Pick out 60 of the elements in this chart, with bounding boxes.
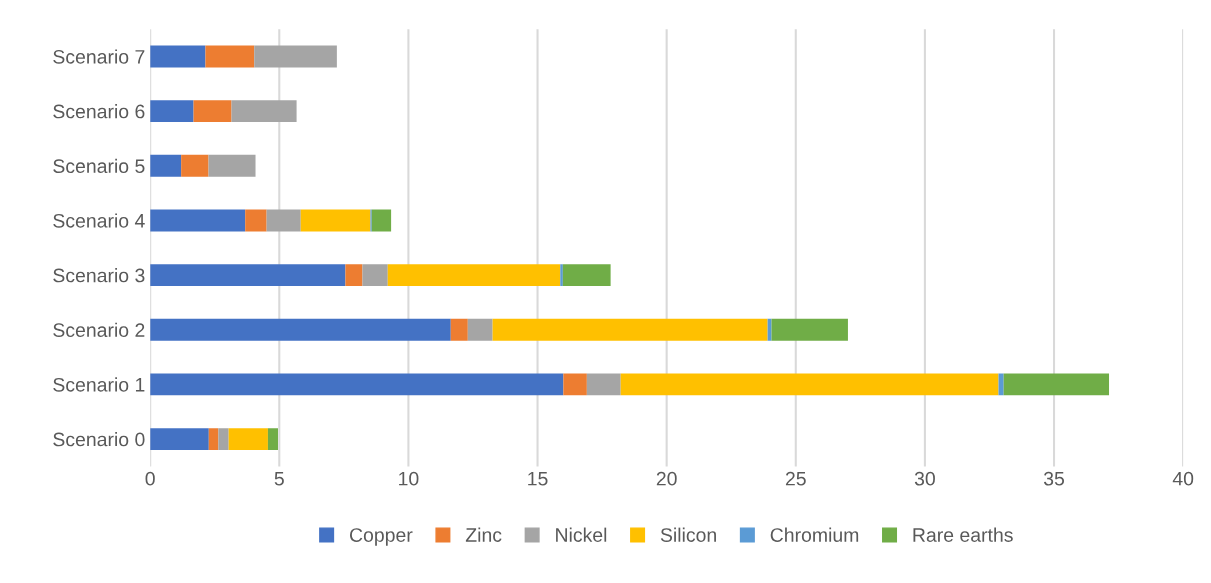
bar: [371, 209, 392, 232]
bar: [254, 45, 337, 68]
bar: [150, 264, 346, 287]
x-tick-label: 0: [145, 471, 155, 486]
bar: [586, 373, 621, 396]
bar: [150, 100, 194, 123]
y-tick-label: Scenario 0: [53, 432, 145, 447]
bar: [620, 373, 999, 396]
bar: [492, 318, 768, 341]
bar: [150, 318, 451, 341]
bar: [562, 264, 611, 287]
bar: [208, 154, 256, 177]
legend-label: Silicon: [660, 527, 716, 542]
bar: [387, 264, 561, 287]
legend-label: Copper: [349, 528, 413, 546]
bar: [560, 264, 563, 287]
x-tick-label: 30: [914, 471, 935, 486]
bar: [228, 428, 268, 450]
y-tick-label: Scenario 3: [53, 268, 145, 283]
bar: [1003, 373, 1110, 396]
x-tick-label: 5: [274, 471, 284, 486]
y-tick-label: Scenario 7: [53, 49, 145, 64]
y-tick-label: Scenario 6: [53, 104, 145, 119]
x-tick-label: 40: [1172, 471, 1194, 486]
legend-label: Zinc: [465, 527, 502, 542]
bar: [150, 428, 209, 450]
bar: [998, 373, 1004, 396]
legend-label: Nickel: [556, 527, 607, 542]
x-tick-label: 35: [1043, 471, 1065, 486]
x-tick-label: 10: [399, 471, 419, 486]
bar: [267, 428, 278, 450]
bar: [218, 428, 229, 450]
bar: [266, 209, 301, 232]
y-tick-label: Scenario 2: [53, 322, 145, 337]
bar: [181, 154, 209, 177]
bar: [345, 264, 363, 287]
bar: [231, 100, 297, 123]
legend-label: Rare earths: [913, 527, 1013, 542]
bar: [193, 100, 232, 123]
bar: [205, 45, 255, 68]
bar: [150, 209, 246, 232]
bar: [563, 373, 587, 396]
y-tick-label: Scenario 4: [53, 213, 145, 228]
x-tick-label: 20: [656, 471, 677, 486]
bar: [150, 154, 182, 177]
bar: [467, 318, 493, 341]
x-tick-label: 25: [785, 471, 806, 486]
bar: [150, 373, 564, 396]
bar: [771, 318, 848, 341]
legend-label: Chromium: [770, 527, 859, 542]
bar: [362, 264, 388, 287]
y-tick-label: Scenario 1: [53, 377, 145, 392]
y-tick-label: Scenario 5: [53, 158, 145, 174]
bar: [150, 45, 206, 68]
bar: [450, 318, 468, 341]
x-tick-label: 15: [528, 471, 548, 486]
bar: [300, 209, 371, 232]
bar: [767, 318, 772, 341]
bar: [208, 428, 219, 450]
bar: [245, 209, 267, 232]
